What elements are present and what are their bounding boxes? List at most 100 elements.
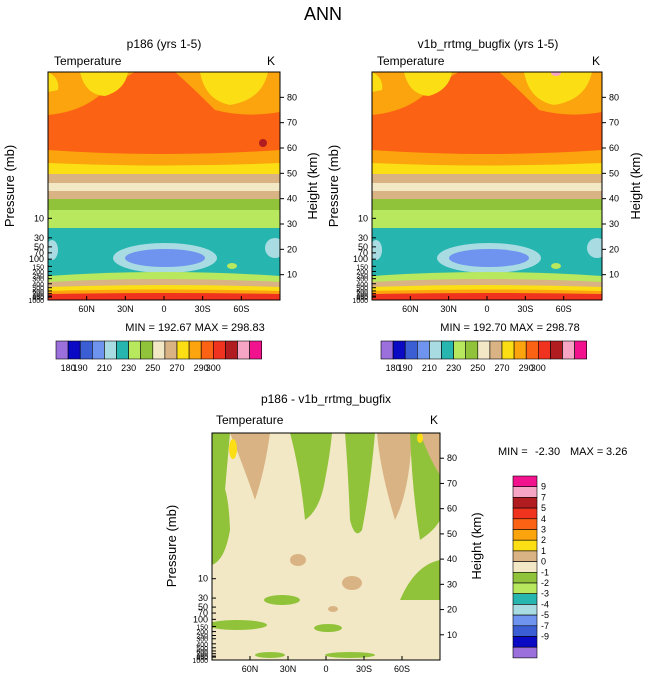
height-tick-label: 10 <box>609 270 619 280</box>
height-tick-label: 70 <box>609 118 619 128</box>
colorbar-label: 2 <box>541 535 546 545</box>
units-label: K <box>592 54 600 68</box>
colorbar-swatch <box>563 341 575 359</box>
colorbar-label: -9 <box>541 632 549 642</box>
colorbar-label: 190 <box>73 363 88 373</box>
height-tick-label: 20 <box>287 244 297 254</box>
units-label: K <box>267 54 275 68</box>
height-tick-label: 50 <box>287 168 297 178</box>
colorbar-swatch <box>513 476 537 487</box>
colorbar-swatch <box>502 341 514 359</box>
panel-p186: p186 (yrs 1-5) Temperature K <box>2 37 320 334</box>
colorbar-label: 270 <box>494 363 509 373</box>
colorbar-label: 230 <box>446 363 461 373</box>
pressure-tick-label: 10 <box>358 213 368 223</box>
panel-title: v1b_rrtmg_bugfix (yrs 1-5) <box>418 37 559 51</box>
colorbar-label: 270 <box>169 363 184 373</box>
colorbar-swatch <box>381 341 393 359</box>
band-230 <box>48 199 280 211</box>
blob-small <box>227 263 237 269</box>
height-tick-label: 80 <box>447 453 457 463</box>
pressure-tick-label: 100 <box>193 614 208 624</box>
colorbar-swatch <box>478 341 490 359</box>
x-tick-label: 0 <box>484 304 489 314</box>
colorbar-swatch <box>393 341 405 359</box>
panel-v1b: v1b_rrtmg_bugfix (yrs 1-5) Temperature K <box>326 37 643 334</box>
panel-title: p186 - v1b_rrtmg_bugfix <box>261 392 391 406</box>
colorbar-swatch <box>117 341 129 359</box>
colorbar-swatch <box>92 341 104 359</box>
colorbar-swatch <box>513 540 537 551</box>
colorbar-label: 3 <box>541 525 546 535</box>
colorbar-swatch <box>513 637 537 648</box>
blob-sh <box>265 238 285 258</box>
tan-blob-3 <box>328 606 338 612</box>
min-max-stats: MIN = 192.67 MAX = 298.83 <box>125 322 264 334</box>
x-tick-label: 60N <box>78 304 95 314</box>
height-tick-label: 40 <box>287 194 297 204</box>
colorbar-swatch <box>526 341 538 359</box>
colorbar-swatch <box>513 604 537 615</box>
height-tick-label: 20 <box>447 605 457 615</box>
contour-field <box>46 72 285 300</box>
height-tick-label: 50 <box>609 168 619 178</box>
pressure-tick-label: 1000 <box>28 298 44 305</box>
yellow-spot-1 <box>229 439 237 459</box>
x-tick-label: 0 <box>161 304 166 314</box>
contour-field <box>370 70 607 300</box>
y2-axis-label: Height (km) <box>469 512 484 579</box>
height-tick-label: 60 <box>287 143 297 153</box>
colorbar-label: 1 <box>541 546 546 556</box>
colorbar-swatch <box>80 341 92 359</box>
pressure-tick-label: 1000 <box>352 298 368 305</box>
contour-field <box>207 433 440 660</box>
x-tick-label: 30N <box>280 664 297 674</box>
x-tick-label: 30N <box>117 304 134 314</box>
band-190 <box>449 249 529 267</box>
colorbar-swatch <box>250 341 262 359</box>
x-tick-label: 60S <box>233 304 249 314</box>
colorbar-swatch <box>405 341 417 359</box>
height-tick-label: 40 <box>609 194 619 204</box>
y2-axis-label: Height (km) <box>628 152 643 219</box>
height-tick-label: 30 <box>609 219 619 229</box>
colorbar-label: 190 <box>398 363 413 373</box>
colorbar-swatch <box>538 341 550 359</box>
colorbar-label: -2 <box>541 578 549 588</box>
height-tick-label: 50 <box>447 529 457 539</box>
colorbar-p186: 180190 210 230 250 270 290300 <box>56 341 262 373</box>
spot-sh <box>259 139 267 147</box>
colorbar-swatch <box>238 341 250 359</box>
colorbar-label: 300 <box>206 363 221 373</box>
pressure-tick-label: 100 <box>353 254 368 264</box>
yellow-spot-2 <box>417 433 423 443</box>
height-tick-label: 20 <box>609 244 619 254</box>
colorbar-swatch <box>575 341 587 359</box>
colorbar-swatch <box>68 341 80 359</box>
band-250 <box>372 174 602 184</box>
height-tick-label: 40 <box>447 554 457 564</box>
main-title: ANN <box>304 4 342 24</box>
max-label: MAX = <box>570 446 603 458</box>
green-blob-1 <box>264 595 300 605</box>
figure: ANN p186 (yrs 1-5) Temperature K <box>0 0 647 683</box>
colorbar-label: 210 <box>422 363 437 373</box>
panel-title: p186 (yrs 1-5) <box>127 37 202 51</box>
pressure-tick-label: 10 <box>34 213 44 223</box>
height-tick-label: 30 <box>447 579 457 589</box>
x-tick-label: 30S <box>356 664 372 674</box>
colorbar-swatch <box>513 497 537 508</box>
pressure-tick-label: 100 <box>29 254 44 264</box>
band-230 <box>372 199 602 211</box>
x-tick-label: 30N <box>440 304 457 314</box>
height-tick-label: 80 <box>287 92 297 102</box>
colorbar-swatch <box>513 594 537 605</box>
spot-peak <box>551 70 561 76</box>
colorbar-swatch <box>490 341 502 359</box>
green-blob-3 <box>314 624 342 632</box>
colorbar-label: -1 <box>541 567 549 577</box>
height-tick-label: 10 <box>447 630 457 640</box>
colorbar-swatch <box>129 341 141 359</box>
colorbar-swatch <box>550 341 562 359</box>
max-value: 3.26 <box>606 446 627 458</box>
